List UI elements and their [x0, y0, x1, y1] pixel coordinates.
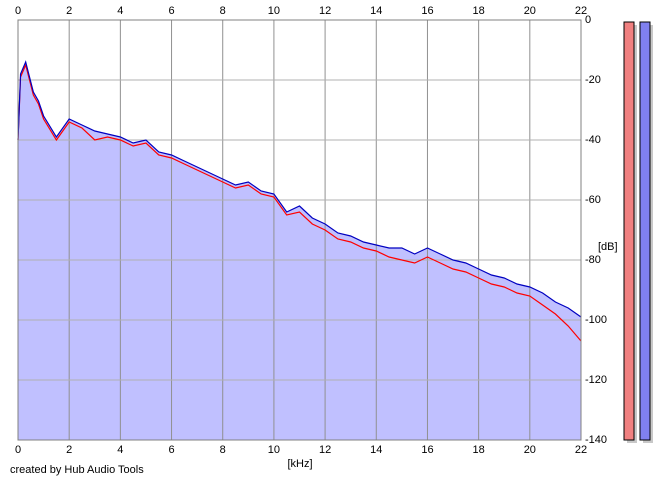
x-tick-label: 10: [268, 444, 280, 456]
x-tick-label: 20: [524, 444, 536, 456]
spectrum-area: [18, 62, 581, 440]
y-axis-label: [dB]: [598, 241, 618, 253]
x-tick-label: 16: [421, 444, 433, 456]
x-tick-label: 12: [319, 444, 331, 456]
x-tick-label: 4: [117, 5, 123, 17]
x-axis-label: [kHz]: [287, 458, 312, 470]
x-tick-label: 6: [168, 444, 174, 456]
right-meter: [639, 21, 651, 441]
x-tick-label: 0: [15, 444, 21, 456]
y-tick-label: -60: [585, 194, 601, 206]
y-tick-label: -20: [585, 74, 601, 86]
x-tick-label: 22: [575, 444, 587, 456]
x-tick-label: 6: [168, 5, 174, 17]
x-tick-label: 10: [268, 5, 280, 17]
spectrum-line: [17, 63, 582, 342]
x-tick-label: 2: [66, 444, 72, 456]
footer: created by Hub Audio Tools: [10, 464, 144, 476]
y-tick-label: -100: [585, 314, 607, 326]
x-tick-label: 18: [473, 444, 485, 456]
y-tick-label: 0: [585, 14, 591, 26]
x-tick-label: 0: [15, 5, 21, 17]
x-tick-label: 20: [524, 5, 536, 17]
x-tick-label: 2: [66, 5, 72, 17]
x-tick-label: 8: [220, 5, 226, 17]
left-meter: [623, 21, 635, 441]
y-tick-label: -120: [585, 374, 607, 386]
x-tick-label: 14: [370, 5, 382, 17]
spectrum-line: [17, 60, 582, 318]
x-tick-label: 22: [575, 5, 587, 17]
x-tick-label: 14: [370, 444, 382, 456]
plot-frame: [17, 19, 582, 441]
x-tick-label: 8: [220, 444, 226, 456]
y-tick-label: -140: [585, 434, 607, 446]
x-tick-label: 12: [319, 5, 331, 17]
y-tick-label: -80: [585, 254, 601, 266]
x-tick-label: 18: [473, 5, 485, 17]
x-tick-label: 4: [117, 444, 123, 456]
x-tick-label: 16: [421, 5, 433, 17]
y-tick-label: -40: [585, 134, 601, 146]
